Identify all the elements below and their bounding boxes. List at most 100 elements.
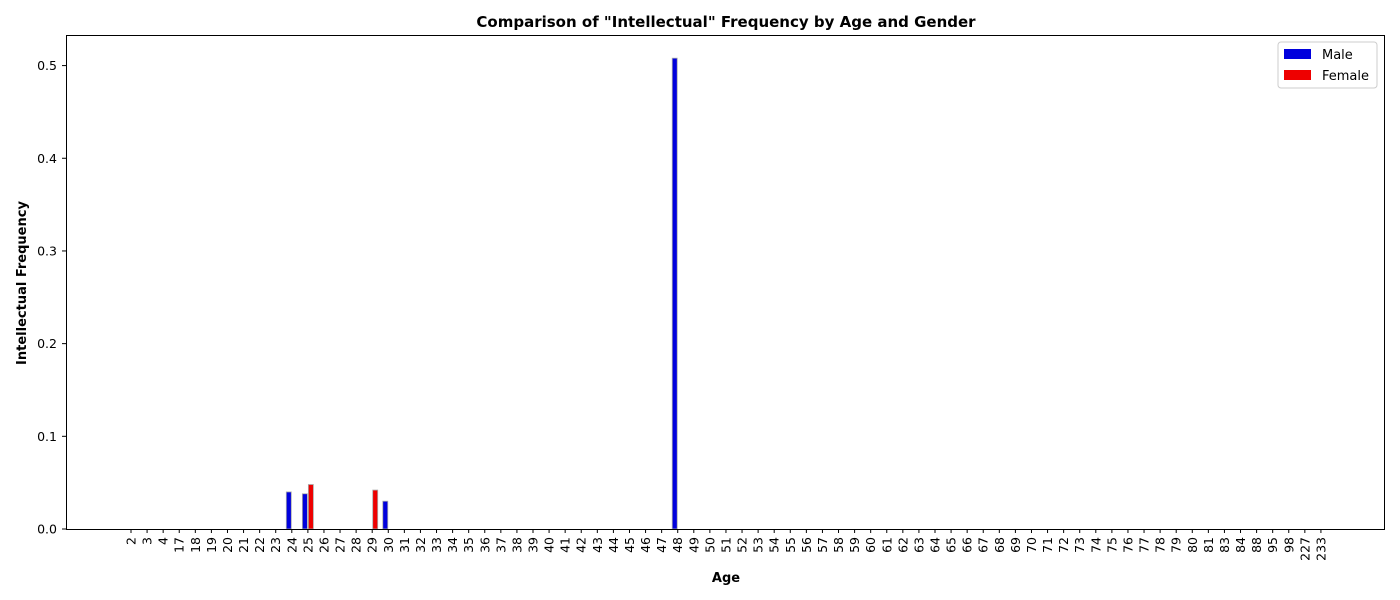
x-tick-label: 66 <box>960 537 975 553</box>
x-tick-label: 22 <box>252 537 267 553</box>
x-tick-label: 65 <box>944 537 959 553</box>
x-tick-label: 62 <box>895 537 910 553</box>
bar-male-age-25 <box>301 493 308 530</box>
legend-swatch-female <box>1284 70 1311 80</box>
x-tick-label: 72 <box>1056 537 1071 553</box>
x-tick-label: 68 <box>992 537 1007 553</box>
x-tick-label: 84 <box>1233 537 1248 553</box>
x-tick-label: 74 <box>1088 537 1103 553</box>
x-tick-label: 36 <box>477 537 492 553</box>
x-tick-label: 53 <box>751 537 766 553</box>
x-tick-label: 50 <box>702 537 717 553</box>
x-tick-label: 19 <box>204 537 219 553</box>
y-tick-label: 0.2 <box>37 336 57 351</box>
x-tick-label: 77 <box>1137 537 1152 553</box>
x-tick-label: 64 <box>928 537 943 553</box>
x-tick-label: 37 <box>493 537 508 553</box>
bar-male-age-48 <box>671 57 678 530</box>
x-tick-label: 44 <box>606 537 621 553</box>
x-tick-label: 4 <box>156 537 171 545</box>
x-tick-label: 29 <box>365 537 380 553</box>
x-tick-label: 83 <box>1217 537 1232 553</box>
x-tick-label: 52 <box>735 537 750 553</box>
x-tick-label: 79 <box>1169 537 1184 553</box>
y-tick-label: 0.0 <box>37 522 57 537</box>
plot-frame <box>66 35 1385 530</box>
x-tick-label: 98 <box>1281 537 1296 553</box>
x-tick-label: 25 <box>300 537 315 553</box>
x-tick-label: 39 <box>526 537 541 553</box>
x-tick-label: 33 <box>429 537 444 553</box>
x-tick-label: 38 <box>509 537 524 553</box>
legend-label-male: Male <box>1322 48 1353 63</box>
x-axis-label: Age <box>712 571 740 586</box>
x-tick-label: 227 <box>1297 537 1312 561</box>
x-tick-label: 21 <box>236 537 251 553</box>
legend: Male Female <box>1277 41 1378 89</box>
x-tick-label: 58 <box>831 537 846 553</box>
x-tick-label: 35 <box>461 537 476 553</box>
x-tick-label: 23 <box>268 537 283 553</box>
x-tick-label: 24 <box>284 537 299 553</box>
bars-group <box>285 57 678 530</box>
x-tick-label: 43 <box>590 537 605 553</box>
x-tick-label: 17 <box>172 537 187 553</box>
x-tick-label: 18 <box>188 537 203 553</box>
y-tick-label: 0.4 <box>37 151 57 166</box>
x-tick-label: 51 <box>718 537 733 553</box>
legend-label-female: Female <box>1322 69 1369 84</box>
x-tick-label: 69 <box>1008 537 1023 553</box>
x-tick-label: 56 <box>799 537 814 553</box>
x-tick-label: 61 <box>879 537 894 553</box>
y-tick-label: 0.1 <box>37 429 57 444</box>
bar-female-age-29 <box>372 489 379 530</box>
x-tick-label: 55 <box>783 537 798 553</box>
x-tick-label: 63 <box>911 537 926 553</box>
x-tick-label: 233 <box>1313 537 1328 561</box>
x-tick-label: 70 <box>1024 537 1039 553</box>
x-tick-label: 42 <box>574 537 589 553</box>
x-tick-label: 59 <box>847 537 862 553</box>
legend-swatch-male <box>1284 49 1311 59</box>
x-tick-label: 76 <box>1120 537 1135 553</box>
bar-male-age-24 <box>285 491 292 530</box>
y-axis-label: Intellectual Frequency <box>15 201 30 365</box>
x-tick-label: 31 <box>397 537 412 553</box>
x-ticks-group: 2 3 4 17 18 19 20 21 22 23 24 25 26 27 28 29 30 31 32 33 34 3… <box>124 529 1328 561</box>
bar-male-age-30 <box>382 500 389 530</box>
x-tick-label: 40 <box>542 537 557 553</box>
x-tick-label: 88 <box>1249 537 1264 553</box>
x-tick-label: 32 <box>413 537 428 553</box>
x-tick-label: 75 <box>1104 537 1119 553</box>
x-tick-label: 34 <box>445 537 460 553</box>
x-tick-label: 60 <box>863 537 878 553</box>
x-tick-label: 80 <box>1185 537 1200 553</box>
x-tick-label: 95 <box>1265 537 1280 553</box>
chart-title: Comparison of "Intellectual" Frequency b… <box>476 13 976 31</box>
x-tick-label: 71 <box>1040 537 1055 553</box>
x-tick-label: 41 <box>558 537 573 553</box>
y-tick-label: 0.3 <box>37 243 57 258</box>
x-tick-label: 45 <box>622 537 637 553</box>
x-tick-label: 20 <box>220 537 235 553</box>
x-tick-label: 81 <box>1201 537 1216 553</box>
x-tick-label: 30 <box>381 537 396 553</box>
x-tick-label: 48 <box>670 537 685 553</box>
x-tick-label: 28 <box>349 537 364 553</box>
x-tick-label: 27 <box>333 537 348 553</box>
y-ticks-group: 0.0 0.1 0.2 0.3 0.4 0.5 <box>37 58 66 537</box>
x-tick-label: 49 <box>686 537 701 553</box>
x-tick-label: 67 <box>976 537 991 553</box>
x-tick-label: 54 <box>767 537 782 553</box>
x-tick-label: 46 <box>638 537 653 553</box>
x-tick-label: 2 <box>124 537 139 545</box>
y-tick-label: 0.5 <box>37 58 57 73</box>
x-tick-label: 78 <box>1153 537 1168 553</box>
x-tick-label: 3 <box>140 537 155 545</box>
x-tick-label: 73 <box>1072 537 1087 553</box>
x-tick-label: 57 <box>815 537 830 553</box>
bar-female-age-25 <box>307 484 314 530</box>
x-tick-label: 47 <box>654 537 669 553</box>
x-tick-label: 26 <box>316 537 331 553</box>
